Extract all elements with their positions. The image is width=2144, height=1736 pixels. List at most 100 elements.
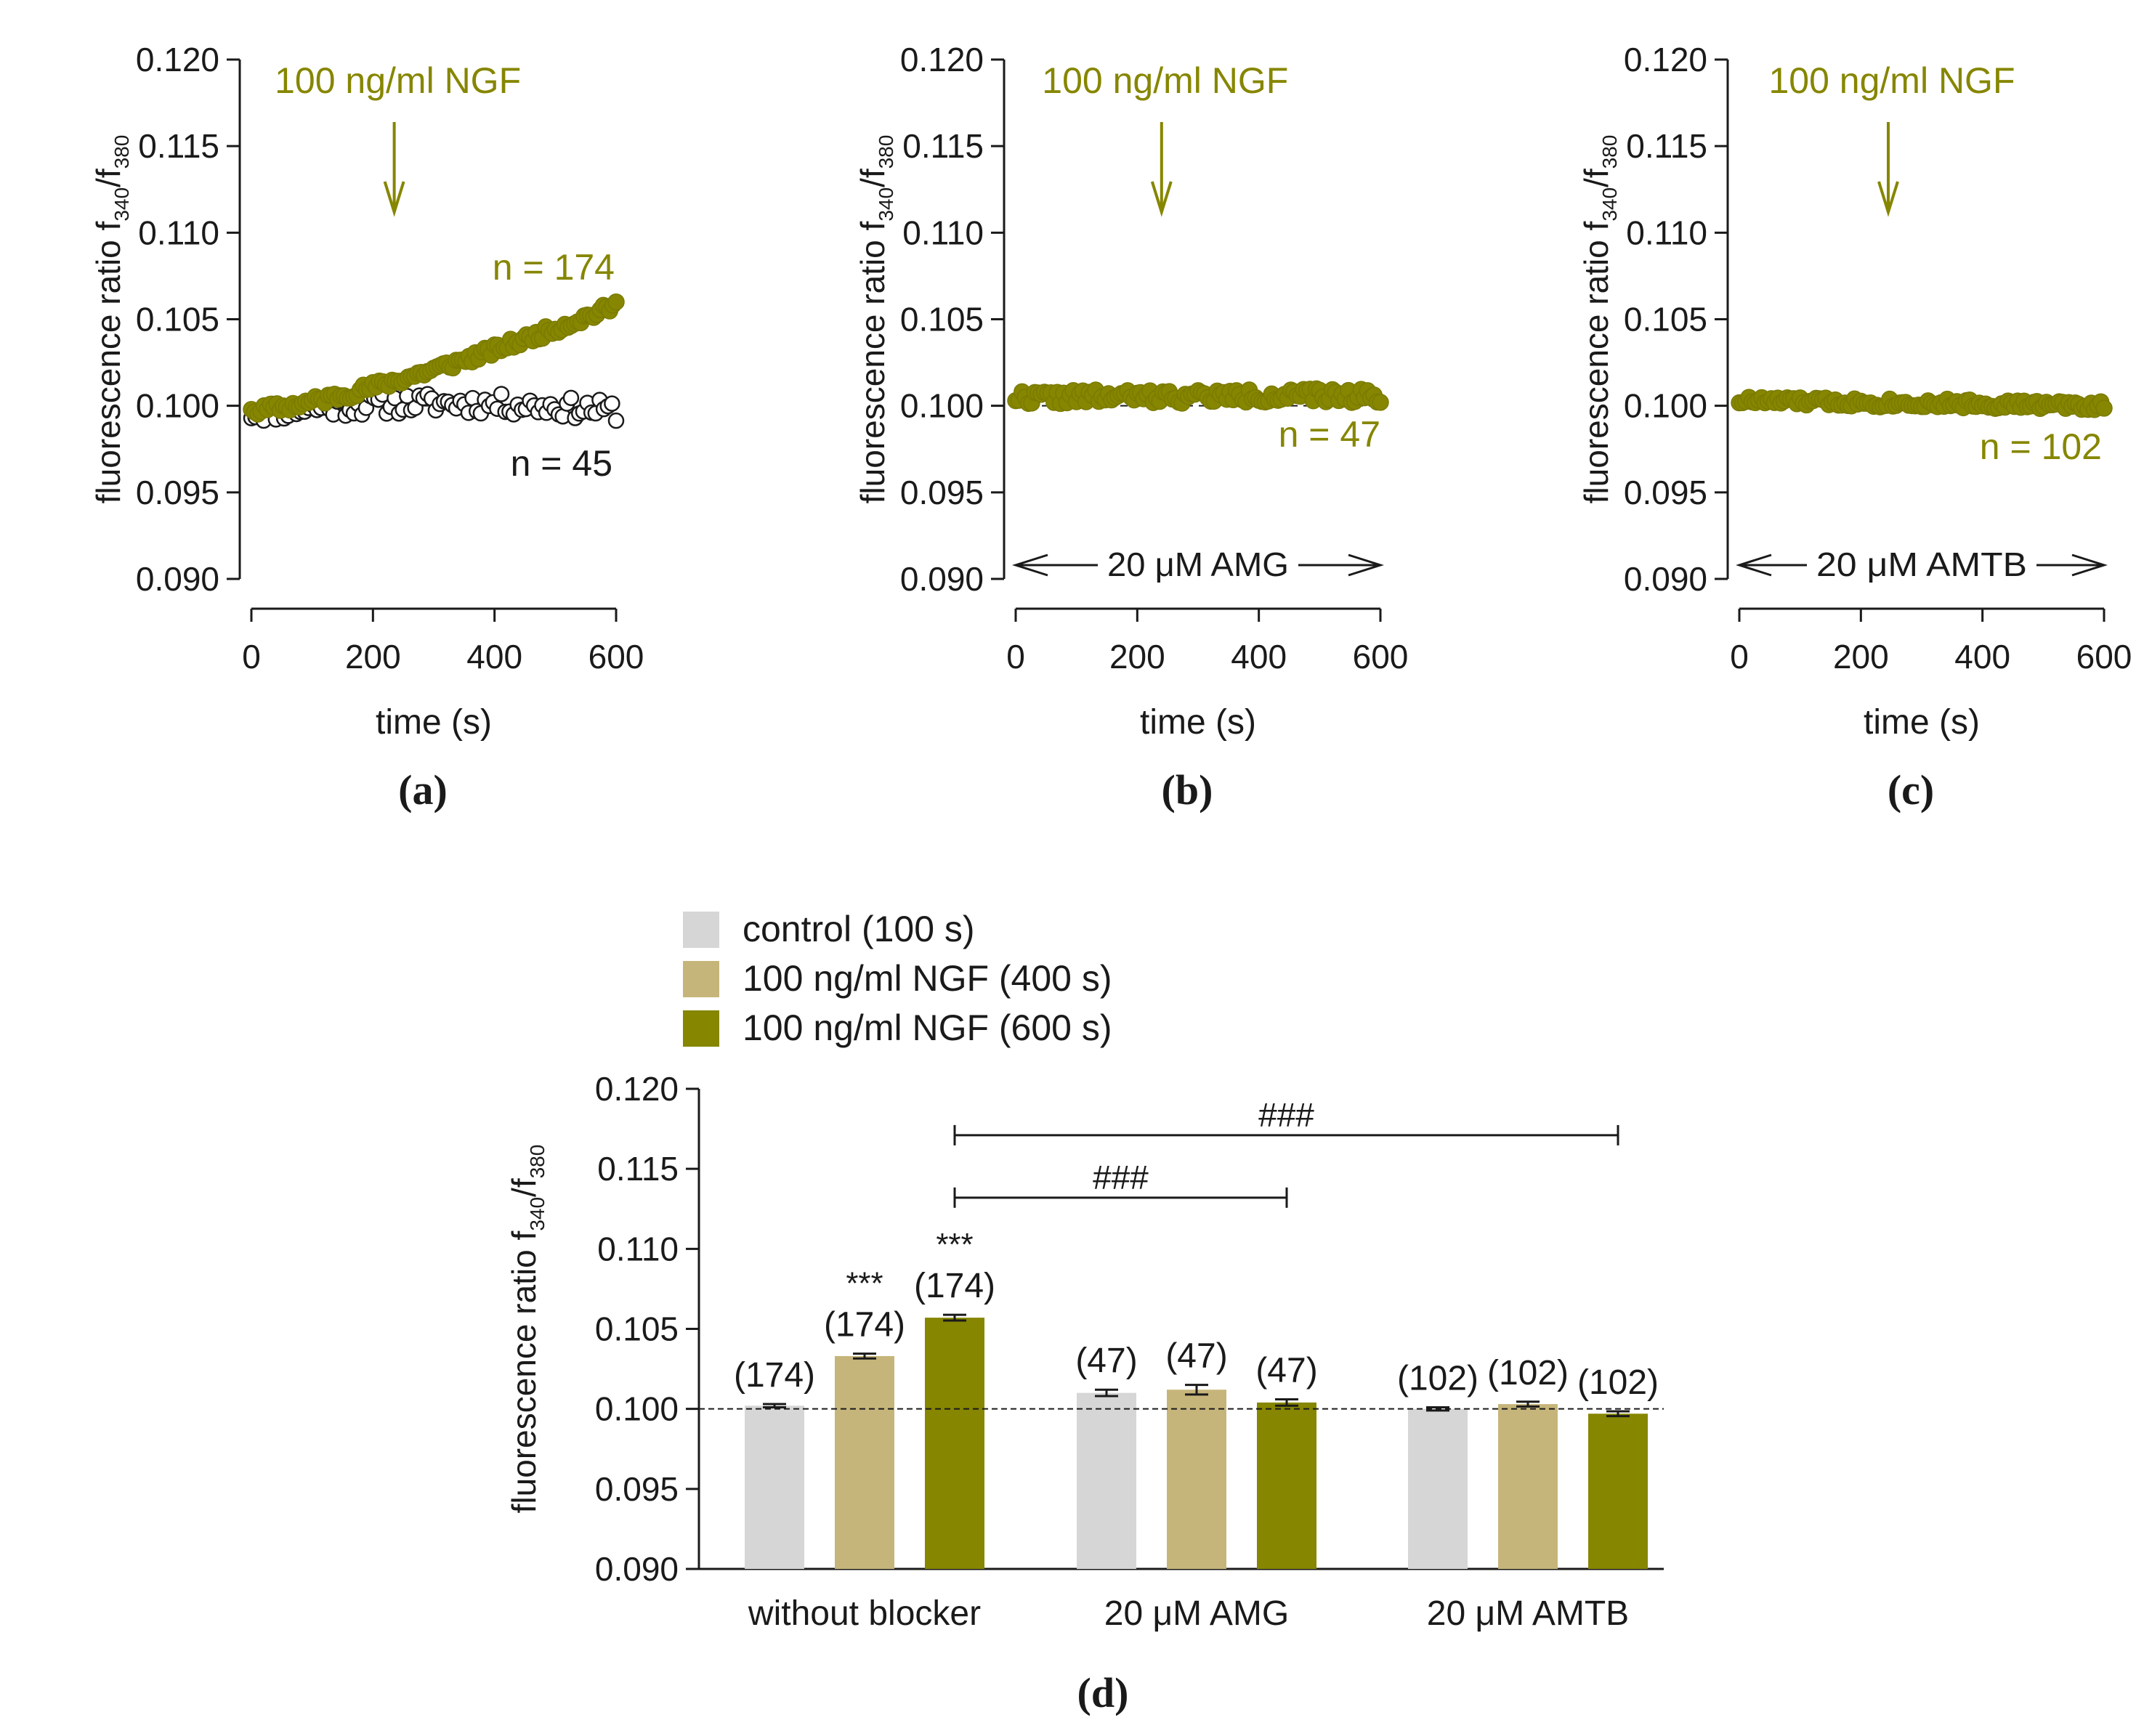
legend-label: 100 ng/ml NGF (400 s)	[743, 958, 1112, 999]
bar-20-m-amtb-0	[1408, 1408, 1468, 1569]
x-axis-label: time (s)	[376, 703, 492, 742]
panel-d-chart: control (100 s) 100 ng/ml NGF (400 s) 100 …	[505, 909, 1664, 1716]
y-tick-label: 0.105	[595, 1310, 679, 1348]
legend-swatch	[683, 961, 719, 997]
data-point-control	[493, 386, 510, 402]
group-label: 20 μM AMG	[1104, 1594, 1289, 1633]
comparison-label: ###	[1258, 1096, 1314, 1134]
y-tick-label: 0.115	[1626, 127, 1707, 165]
blocker-arrowhead-left	[1736, 553, 1772, 577]
data-point-ngf-amtb	[2095, 399, 2113, 417]
bar-n-label: (102)	[1487, 1354, 1569, 1392]
x-tick-label: 600	[2076, 638, 2132, 676]
x-tick-label: 400	[1954, 638, 2010, 676]
bar-n-label: (47)	[1255, 1351, 1317, 1390]
bar-without-blocker-1	[835, 1355, 894, 1569]
bar-20-m-amtb-2	[1588, 1413, 1648, 1569]
x-tick-label: 600	[1353, 638, 1409, 676]
y-tick-label: 0.110	[1626, 214, 1707, 251]
ngf-annotation: 100 ng/ml NGF	[275, 60, 521, 101]
n-label: n = 45	[511, 443, 612, 484]
y-tick-label: 0.115	[597, 1150, 679, 1188]
panel-label: (a)	[398, 766, 448, 814]
x-tick-label: 200	[1833, 638, 1889, 676]
panel-label: (d)	[1077, 1669, 1129, 1716]
legend-label: control (100 s)	[743, 909, 975, 949]
y-tick-label: 0.095	[595, 1470, 679, 1508]
group-label: without blocker	[748, 1594, 981, 1633]
x-tick-label: 0	[242, 638, 261, 676]
panel-a-chart: 0.090 0.095 0.100 0.105 0.110 0.115 0.120 0 200 4…	[89, 41, 644, 814]
n-label: n = 47	[1279, 414, 1380, 455]
ngf-annotation: 100 ng/ml NGF	[1768, 60, 2015, 101]
bar-n-label: (102)	[1397, 1359, 1478, 1398]
panel-b-chart: 0.090 0.095 0.100 0.105 0.110 0.115 0.120 0 200 4…	[854, 41, 1408, 814]
ngf-annotation: 100 ng/ml NGF	[1042, 60, 1288, 101]
y-axis-label: fluorescence ratio f340/f380	[89, 135, 133, 504]
data-point-control	[604, 395, 620, 412]
y-tick-label: 0.100	[595, 1390, 679, 1428]
data-point-ngf	[607, 293, 625, 311]
legend-swatch	[683, 912, 719, 948]
y-tick-label: 0.120	[900, 41, 984, 78]
y-tick-label: 0.090	[1624, 560, 1707, 598]
x-tick-label: 0	[1006, 638, 1025, 676]
bar-n-label: (174)	[824, 1306, 905, 1344]
significance-marker: ***	[936, 1227, 973, 1262]
y-tick-label: 0.090	[595, 1550, 679, 1588]
legend-label: 100 ng/ml NGF (600 s)	[743, 1007, 1112, 1048]
comparison-label: ###	[1093, 1159, 1149, 1196]
panel-label: (c)	[1888, 766, 1934, 814]
y-tick-label: 0.095	[1624, 474, 1707, 511]
significance-marker: ***	[846, 1266, 883, 1302]
y-tick-label: 0.115	[138, 127, 219, 165]
x-tick-label: 400	[466, 638, 522, 676]
y-tick-label: 0.110	[902, 214, 984, 251]
n-label: n = 174	[493, 247, 615, 288]
y-tick-label: 0.105	[900, 301, 984, 338]
x-axis-label: time (s)	[1864, 703, 1980, 742]
y-axis-label: fluorescence ratio f340/f380	[854, 135, 897, 504]
y-tick-label: 0.105	[1624, 301, 1707, 338]
x-tick-label: 600	[588, 638, 644, 676]
bar-20-m-amg-0	[1077, 1392, 1136, 1569]
y-tick-label: 0.095	[136, 474, 219, 511]
y-tick-label: 0.110	[138, 214, 219, 251]
y-tick-label: 0.090	[900, 560, 984, 598]
ngf-arrow-head	[1150, 181, 1173, 217]
panel-c-chart: 0.090 0.095 0.100 0.105 0.110 0.115 0.120 0 200 4…	[1577, 41, 2132, 814]
bar-n-label: (47)	[1075, 1342, 1137, 1380]
y-tick-label: 0.100	[1624, 387, 1707, 425]
y-tick-label: 0.110	[597, 1230, 679, 1267]
data-point-control	[562, 389, 580, 407]
ngf-arrow-head	[383, 181, 405, 217]
y-tick-label: 0.120	[136, 41, 219, 78]
bar-n-label: (174)	[734, 1356, 815, 1395]
panel-label: (b)	[1162, 766, 1213, 814]
bar-without-blocker-0	[745, 1406, 804, 1569]
blocker-label: 20 μM AMTB	[1816, 545, 2027, 583]
y-tick-label: 0.120	[1624, 41, 1707, 78]
x-tick-label: 400	[1231, 638, 1287, 676]
x-axis-label: time (s)	[1140, 703, 1256, 742]
y-tick-label: 0.120	[595, 1070, 679, 1108]
bar-n-label: (102)	[1577, 1363, 1659, 1402]
bar-20-m-amg-1	[1167, 1390, 1226, 1569]
y-axis-label: fluorescence ratio f340/f380	[505, 1145, 549, 1514]
blocker-arrowhead-right	[2071, 553, 2108, 577]
y-tick-label: 0.105	[136, 301, 219, 338]
ngf-arrow-head	[1877, 181, 1899, 217]
blocker-arrowhead-left	[1012, 553, 1048, 577]
x-tick-label: 0	[1730, 638, 1749, 676]
blocker-label: 20 μM AMG	[1107, 545, 1289, 583]
bar-20-m-amtb-1	[1498, 1404, 1558, 1569]
data-point-control	[607, 412, 625, 429]
x-tick-label: 200	[1109, 638, 1165, 676]
x-tick-label: 200	[345, 638, 401, 676]
y-axis-label: fluorescence ratio f340/f380	[1577, 135, 1621, 504]
y-tick-label: 0.100	[900, 387, 984, 425]
y-tick-label: 0.115	[902, 127, 984, 165]
group-label: 20 μM AMTB	[1427, 1594, 1629, 1633]
legend-swatch	[683, 1010, 719, 1047]
